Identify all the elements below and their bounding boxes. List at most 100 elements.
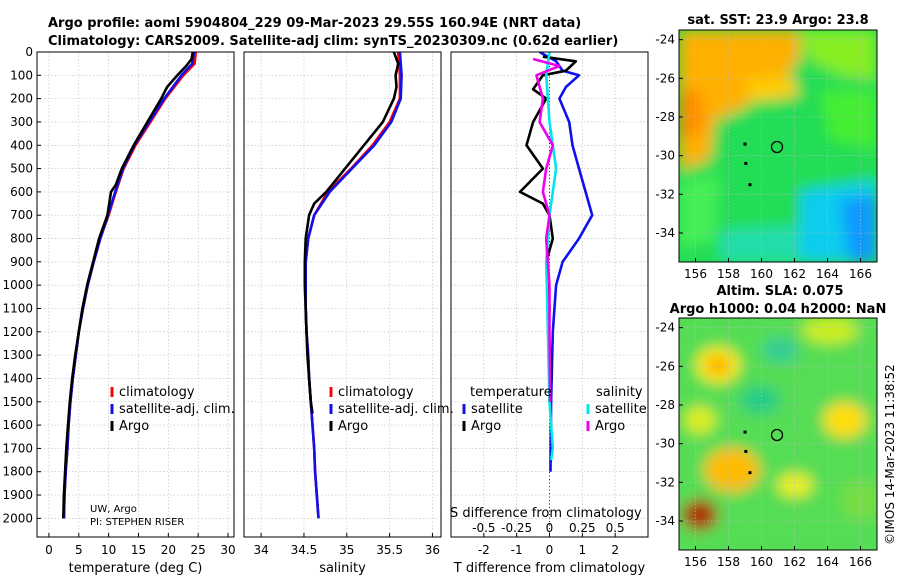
panel-frame [243, 51, 442, 538]
x-tick-label: 34.5 [291, 543, 318, 557]
difference-panel: -2 -1 0 1 2 T difference from climatology [450, 51, 649, 576]
sla-x-tick-label: 164 [816, 555, 839, 569]
legend-temperature-title: temperature [470, 385, 552, 400]
sla-track-dot [744, 449, 748, 453]
y-tick-label: 1600 [2, 418, 33, 432]
legend-t-satellite: satellite [471, 402, 523, 417]
legend-s-satellite: satellite [595, 402, 647, 417]
series-group [518, 52, 594, 472]
y-tick-label: 500 [10, 162, 33, 176]
sst-map-frame [678, 29, 878, 263]
s-difference-tick-label: 0 [546, 521, 554, 535]
sla-y-tick-label: -26 [655, 359, 675, 373]
sst-field [679, 30, 877, 262]
x-tick-label: 25 [191, 543, 206, 557]
y-tick-label: 100 [10, 68, 33, 82]
sla-x-tick-label: 162 [783, 555, 806, 569]
sst-float-position-marker [770, 140, 784, 154]
y-tick-label: 700 [10, 208, 33, 222]
sla-track-dot [743, 430, 747, 434]
series-group [62, 52, 198, 519]
legend-s-argo: Argo [595, 419, 625, 434]
y-tick-label: 800 [10, 232, 33, 246]
sla-float-position-marker [770, 428, 784, 442]
panel-frame [36, 51, 235, 538]
salinity-legend: climatology satellite-adj. clim. Argo [329, 385, 454, 434]
sst-y-tick-label: -32 [655, 187, 675, 201]
sst-y-tick-label: -26 [655, 71, 675, 85]
legend-climatology: climatology [338, 385, 414, 400]
s-difference-tick-label: -0.25 [501, 521, 532, 535]
y-tick-label: 0 [25, 45, 33, 59]
x-tick-label: -2 [478, 543, 490, 557]
legend-argo: Argo [338, 419, 368, 434]
x-tick-label: 20 [161, 543, 176, 557]
sst-map: 156 158 160 162 164 166 -24 -26 -28 -30 -32 -34 [655, 29, 878, 281]
sst-track-dot [744, 161, 748, 165]
sst-y-tick-label: -28 [655, 110, 675, 124]
sst-y-tick-label: -30 [655, 149, 675, 163]
y-tick-label: 1200 [2, 325, 33, 339]
s-difference-tick-label: -0.5 [472, 521, 495, 535]
sst-x-tick-label: 156 [684, 267, 707, 281]
y-tick-label: 1800 [2, 465, 33, 479]
y-tick-label: 2000 [2, 511, 33, 525]
sst-y-tick-label: -24 [655, 33, 675, 47]
sst-x-tick-label: 166 [849, 267, 872, 281]
x-tick-label: 0 [546, 543, 554, 557]
s-difference-axis-label: S difference from climatology [450, 506, 642, 521]
x-tick-label: -1 [511, 543, 523, 557]
sla-x-tick-label: 156 [684, 555, 707, 569]
y-tick-label: 1900 [2, 488, 33, 502]
x-tick-label: 30 [220, 543, 235, 557]
legend-argo: Argo [119, 419, 149, 434]
y-tick-label: 1400 [2, 371, 33, 385]
sla-x-tick-label: 160 [750, 555, 773, 569]
s-difference-ticks: -0.5 -0.25 0 0.25 0.5 [472, 521, 625, 535]
sla-track-dot [748, 471, 752, 475]
x-tick-label: 1 [579, 543, 587, 557]
s-difference-tick-label: 0.25 [569, 521, 596, 535]
x-axis-label: salinity [319, 561, 366, 576]
sla-y-tick-label: -32 [655, 475, 675, 489]
sla-x-tick-label: 166 [849, 555, 872, 569]
temperature-panel: 0 5 10 15 20 25 30 temperature (deg C) 0 100 200 30… [2, 45, 235, 576]
y-tick-label: 1300 [2, 348, 33, 362]
x-axis-label: T difference from climatology [453, 561, 646, 576]
sla-field [679, 318, 877, 550]
y-tick-label: 400 [10, 138, 33, 152]
sla-y-tick-label: -34 [655, 514, 675, 528]
sst-x-tick-label: 162 [783, 267, 806, 281]
series-argo [62, 52, 195, 519]
imos-timestamp: ©IMOS 14-Mar-2023 11:38:52 [883, 364, 897, 545]
temperature-legend: climatology satellite-adj. clim. Argo [110, 385, 235, 434]
sla-x-tick-label: 158 [717, 555, 740, 569]
legend-climatology: climatology [119, 385, 195, 400]
sst-y-tick-label: -34 [655, 226, 675, 240]
pi-line2: PI: STEPHEN RISER [90, 517, 184, 528]
figure-title-line2: Climatology: CARS2009. Satellite-adj cli… [48, 34, 618, 49]
sla-y-tick-label: -28 [655, 398, 675, 412]
sla-y-tick-label: -30 [655, 437, 675, 451]
y-tick-label: 600 [10, 185, 33, 199]
y-tick-label: 1700 [2, 441, 33, 455]
s-difference-tick-label: 0.5 [606, 521, 625, 535]
series-t-diff-satellite [538, 52, 594, 472]
series-s-diff-argo [532, 57, 561, 402]
sla-map-title-line1: Altim. SLA: 0.075 [717, 284, 844, 299]
legend-satellite: satellite-adj. clim. [119, 402, 235, 417]
series-s-diff-satellite [544, 52, 558, 461]
sla-y-tick-label: -24 [655, 321, 675, 335]
difference-legend: temperature satellite Argo salinity sate… [462, 385, 647, 434]
series-argo [303, 52, 400, 414]
pi-line1: UW, Argo [90, 504, 137, 515]
legend-t-argo: Argo [471, 419, 501, 434]
y-tick-label: 1100 [2, 301, 33, 315]
y-tick-label: 900 [10, 255, 33, 269]
figure-title-line1: Argo profile: aoml 5904804_229 09-Mar-20… [48, 16, 581, 31]
sla-map: 156 158 160 162 164 166 -24 -26 -28 -30 -32 -34 [655, 317, 878, 569]
y-tick-label: 1000 [2, 278, 33, 292]
y-tick-label: 300 [10, 115, 33, 129]
